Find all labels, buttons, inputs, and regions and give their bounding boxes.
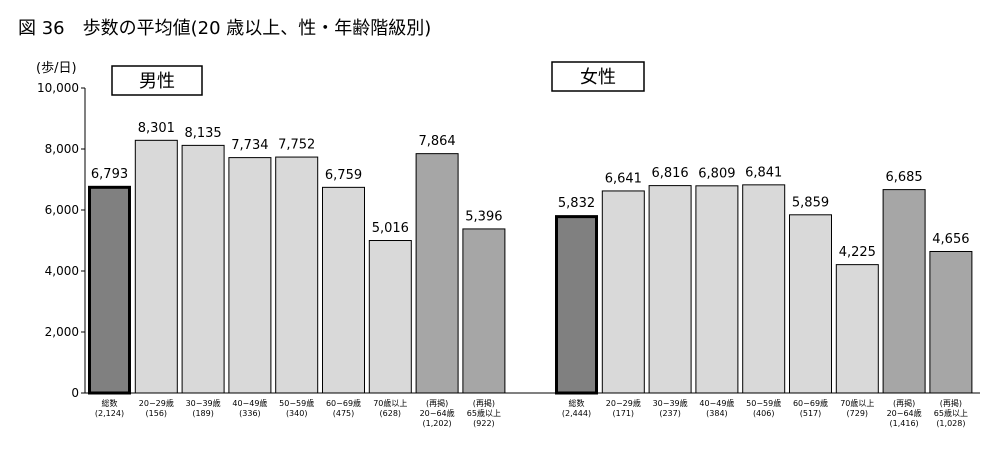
bar <box>601 190 645 394</box>
x-tick-sample-size: (171) <box>613 409 635 418</box>
bar <box>134 139 178 394</box>
x-tick-sample-size: (340) <box>286 409 308 418</box>
bar-value-label: 7,864 <box>418 134 455 149</box>
x-tick-sample-size: (384) <box>706 409 728 418</box>
figure-title: 図 36 歩数の平均値(20 歳以上、性・年齢階級別) <box>18 18 431 39</box>
x-tick-label: 30−39歳 <box>186 398 221 408</box>
x-tick-label: 50−59歳 <box>746 398 781 408</box>
x-tick-label: 70歳以上 <box>840 398 874 408</box>
panel-title-box <box>551 61 645 92</box>
x-tick-label: 60−69歳 <box>326 398 361 408</box>
bar <box>181 144 225 394</box>
x-tick-label: (再掲) <box>473 398 495 408</box>
bar <box>929 250 973 394</box>
x-tick-label-line2: 65歳以上 <box>467 408 501 418</box>
bar-value-label: 6,841 <box>745 165 782 180</box>
bar-value-label: 6,809 <box>698 166 735 181</box>
bar-value-label: 4,225 <box>839 245 876 260</box>
bar <box>368 240 412 394</box>
x-tick-label: (再掲) <box>426 398 448 408</box>
x-tick-label-line2: 65歳以上 <box>934 408 968 418</box>
bar <box>742 184 786 394</box>
bar <box>462 228 506 394</box>
x-tick-label: 60−69歳 <box>793 398 828 408</box>
y-axis-unit-label: (歩/日) <box>36 61 77 76</box>
x-tick-label: 50−59歳 <box>279 398 314 408</box>
x-tick-sample-size: (628) <box>380 409 402 418</box>
panel-title: 男性 <box>139 71 175 92</box>
bar-value-label: 6,816 <box>651 166 688 181</box>
bar <box>415 153 459 394</box>
bar <box>228 157 272 394</box>
bar-value-label: 7,734 <box>231 138 268 153</box>
x-tick-sample-size: (2,444) <box>562 409 591 418</box>
x-tick-label-line2: 20−64歳 <box>887 408 922 418</box>
x-tick-sample-size: (406) <box>753 409 775 418</box>
x-tick-sample-size: (156) <box>146 409 168 418</box>
x-tick-label: 40−49歳 <box>232 398 267 408</box>
bar <box>648 185 692 394</box>
bar-value-label: 8,301 <box>138 121 175 136</box>
bar-value-label: 6,759 <box>325 168 362 183</box>
y-tick-label: 10,000 <box>37 81 79 95</box>
x-tick-label: 総数 <box>569 398 585 408</box>
bar <box>695 185 739 394</box>
x-tick-label: 40−49歳 <box>699 398 734 408</box>
bar-value-label: 4,656 <box>932 232 969 247</box>
panel-female: 女性 5,832 総数(2,444) 6,641 20−29歳(171) 6,816 30−… <box>551 61 973 428</box>
bar-value-label: 5,396 <box>465 209 502 224</box>
bar-value-label: 5,859 <box>792 195 829 210</box>
x-tick-sample-size: (922) <box>473 419 495 428</box>
x-tick-label: 30−39歳 <box>653 398 688 408</box>
x-tick-sample-size: (1,202) <box>423 419 452 428</box>
bar <box>275 156 319 394</box>
x-tick-label-line2: 20−64歳 <box>420 408 455 418</box>
y-tick-label: 2,000 <box>45 325 79 339</box>
bar-value-label: 5,832 <box>558 196 595 211</box>
x-tick-label: 20−29歳 <box>139 398 174 408</box>
bar-value-label: 6,641 <box>605 171 642 186</box>
x-tick-label: 総数 <box>102 398 118 408</box>
x-tick-sample-size: (336) <box>239 409 261 418</box>
bar-value-label: 6,685 <box>885 170 922 185</box>
x-tick-sample-size: (237) <box>659 409 681 418</box>
x-tick-label: (再掲) <box>940 398 962 408</box>
bar <box>882 189 926 394</box>
y-tick-label: 0 <box>71 386 79 400</box>
x-tick-sample-size: (1,416) <box>890 419 919 428</box>
bar-value-label: 7,752 <box>278 138 315 153</box>
y-tick-label: 6,000 <box>45 203 79 217</box>
bar <box>789 214 832 394</box>
bar <box>555 215 598 395</box>
bar <box>322 186 365 394</box>
bar <box>835 264 879 394</box>
y-tick-label: 8,000 <box>45 142 79 156</box>
x-tick-sample-size: (475) <box>333 409 355 418</box>
y-tick-label: 4,000 <box>45 264 79 278</box>
x-tick-sample-size: (1,028) <box>936 419 965 428</box>
bar-value-label: 6,793 <box>91 167 128 182</box>
x-tick-sample-size: (729) <box>847 409 869 418</box>
x-tick-label: 70歳以上 <box>373 398 407 408</box>
panel-male: 男性 6,793 総数(2,124) 8,301 20−29歳(156) 8,135 30−… <box>88 65 506 428</box>
x-tick-sample-size: (2,124) <box>95 409 124 418</box>
panel-title-box <box>111 65 203 96</box>
x-tick-label: (再掲) <box>893 398 915 408</box>
panel-title: 女性 <box>580 67 616 88</box>
x-tick-label: 20−29歳 <box>606 398 641 408</box>
x-tick-sample-size: (189) <box>192 409 214 418</box>
bar-value-label: 5,016 <box>372 221 409 236</box>
bar <box>88 185 131 395</box>
bar-value-label: 8,135 <box>184 126 221 141</box>
x-tick-sample-size: (517) <box>800 409 822 418</box>
